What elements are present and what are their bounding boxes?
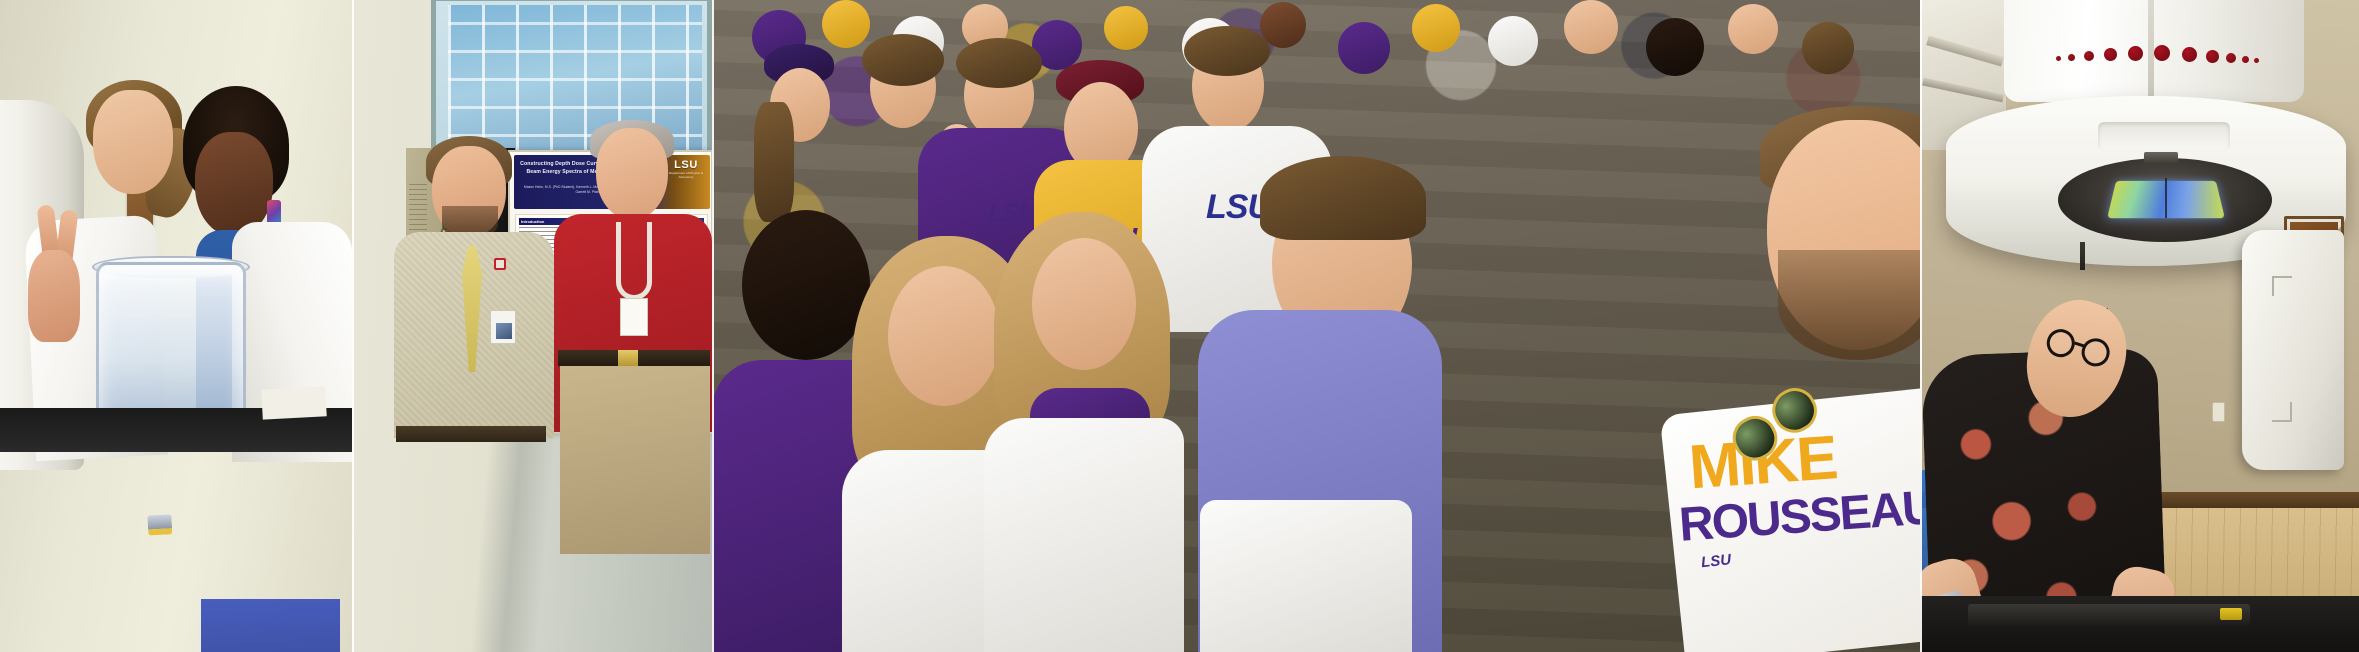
couch-top-insert — [1968, 604, 2250, 626]
mentor-id-badge — [620, 298, 648, 336]
panel-seam-2 — [712, 0, 714, 652]
presenter-belt — [396, 426, 546, 442]
panel-linac: Student posing under a linear accelerato… — [1920, 0, 2359, 652]
student-b-face — [195, 132, 273, 236]
student-face — [888, 266, 1000, 406]
accessory-mount — [2144, 152, 2178, 164]
student-hair — [956, 38, 1042, 88]
presenter-lapel-pin — [494, 258, 506, 270]
white-shorts — [1200, 500, 1412, 652]
student-white-top — [984, 418, 1184, 652]
poster-title: Constructing Depth Dose Curves from Meas… — [520, 161, 668, 175]
poster-authors: Mason Heim, M.S. (PhD Student), Kenneth … — [523, 185, 665, 195]
panel-seam-1 — [352, 0, 354, 652]
wall-outlet-icon — [2212, 402, 2225, 422]
poster-presenter — [390, 128, 558, 442]
selfie-man-beard — [1778, 250, 1920, 360]
crowd-figure — [1564, 0, 1618, 54]
panel-seam-3 — [1920, 0, 1922, 652]
tee-sublogo: LSU — [1700, 551, 1732, 572]
applicator-rail-left — [2080, 242, 2085, 270]
epid-corner-marker — [2272, 276, 2292, 296]
lsu-wordmark: LSU — [674, 159, 698, 171]
lsu-logo: LSU Department of Physics & Astronomy — [665, 159, 707, 179]
student-hair — [1184, 26, 1270, 76]
peace-sign-hand — [28, 250, 80, 342]
panel-stadium: LSU LSU LSU MIKE ROUSSEAU LSU — [712, 0, 1920, 652]
mentor-face — [596, 128, 668, 220]
water-phantom-water — [201, 599, 340, 652]
student-hair — [1260, 156, 1426, 240]
student-face — [1064, 82, 1138, 174]
student-a-face — [93, 90, 173, 194]
presenter-id-badge — [490, 310, 516, 344]
poster-department: Department of Physics & Astronomy — [668, 171, 704, 180]
student-hair-braid — [754, 102, 794, 222]
epid-imaging-panel — [2242, 230, 2344, 470]
crowd-figure — [1260, 2, 1306, 48]
student-a-id-badge — [147, 514, 173, 536]
lsu-jersey-logo: LSU — [988, 198, 1038, 228]
crowd-figure — [1646, 18, 1704, 76]
crosshair-icon — [2165, 178, 2167, 218]
crowd-figure — [822, 0, 870, 48]
gantry-accessory-slot — [2098, 122, 2230, 150]
faculty-mentor — [554, 118, 712, 554]
gantry-seam — [2148, 0, 2154, 102]
student-b-earring — [267, 200, 281, 226]
couch-warning-label — [2220, 608, 2242, 620]
student-hair — [862, 34, 944, 86]
crowd-figure — [1338, 22, 1390, 74]
gantry-dot-decal — [2056, 42, 2264, 68]
crowd-figure — [1802, 22, 1854, 74]
crowd-figure — [1488, 16, 1538, 66]
bench-paper-sheet — [261, 386, 327, 420]
mentor-lanyard — [616, 222, 652, 300]
panel-poster: THANK YOU Constructing Depth Dose Curves… — [352, 0, 712, 652]
student-hair — [742, 210, 870, 360]
epid-corner-marker — [2272, 402, 2292, 422]
crowd-figure — [1104, 6, 1148, 50]
mentor-trousers — [560, 364, 710, 554]
mentor-belt-buckle — [618, 350, 638, 366]
crowd-figure — [1412, 4, 1460, 52]
crowd-figure — [1728, 4, 1778, 54]
panel-clinic: Two students in white lab coats beside a… — [0, 0, 352, 652]
presenter-necktie — [462, 246, 482, 372]
student-face — [1032, 238, 1136, 370]
